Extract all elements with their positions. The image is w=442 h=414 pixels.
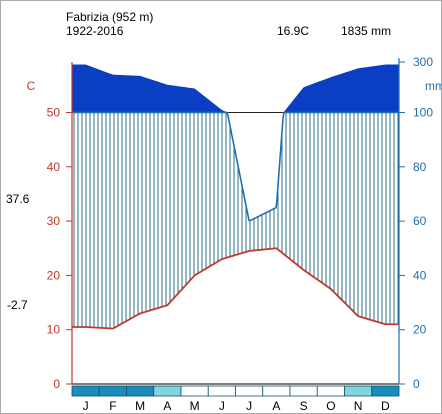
frost-cell <box>371 385 400 397</box>
left-tick-label: 40 <box>47 160 61 174</box>
frost-cell <box>71 385 100 397</box>
frost-cell <box>289 385 318 397</box>
month-label: D <box>381 399 390 413</box>
frost-cell <box>98 385 127 397</box>
temperature-axis-unit: C <box>27 79 36 93</box>
humid-area-fill <box>72 64 399 113</box>
absolute-min-temperature: -2.7 <box>7 298 28 312</box>
right-tick-label: 80 <box>413 160 427 174</box>
plot-fills <box>72 64 399 113</box>
frost-cell <box>207 385 236 397</box>
frost-cell <box>235 385 264 397</box>
left-tick-label: 10 <box>47 323 61 337</box>
right-tick-label: 60 <box>413 214 427 228</box>
right-tick-label: 40 <box>413 268 427 282</box>
annual-precipitation-label: 1835 mm <box>341 24 391 38</box>
left-tick-label: 30 <box>47 214 61 228</box>
month-label: F <box>109 399 116 413</box>
frost-cell <box>344 385 373 397</box>
right-tick-label: 300 <box>413 55 433 69</box>
month-label: J <box>219 399 225 413</box>
month-label: J <box>246 399 252 413</box>
series-lines <box>72 111 399 330</box>
right-tick-label: 100 <box>413 106 433 120</box>
station-label: Fabrizia (952 m) <box>66 10 153 24</box>
precipitation-axis-unit: mm <box>425 79 442 93</box>
period-label: 1922-2016 <box>66 24 124 38</box>
month-label: J <box>83 399 89 413</box>
left-tick-label: 20 <box>47 268 61 282</box>
right-tick-label: 0 <box>413 377 420 391</box>
absolute-max-temperature: 37.6 <box>6 192 30 206</box>
left-tick-label: 0 <box>53 377 60 391</box>
mean-temperature-label: 16.9C <box>277 24 309 38</box>
month-label: N <box>354 399 363 413</box>
temperature-line <box>72 247 399 330</box>
frost-cell <box>262 385 291 397</box>
frost-cell <box>316 385 345 397</box>
left-tick-label: 50 <box>47 106 61 120</box>
month-label: M <box>135 399 145 413</box>
month-label: A <box>163 399 171 413</box>
precipitation-line <box>72 111 399 222</box>
month-label: S <box>300 399 308 413</box>
right-tick-label: 20 <box>413 323 427 337</box>
frost-cell <box>180 385 209 397</box>
axes: 0 10 20 30 40 50 0 20 40 60 80 100 300 <box>47 55 434 391</box>
humid-hatching <box>73 112 399 329</box>
frost-cell <box>153 385 182 397</box>
month-label: A <box>272 399 280 413</box>
frost-cell <box>126 385 155 397</box>
month-label: O <box>326 399 335 413</box>
month-label: M <box>190 399 200 413</box>
